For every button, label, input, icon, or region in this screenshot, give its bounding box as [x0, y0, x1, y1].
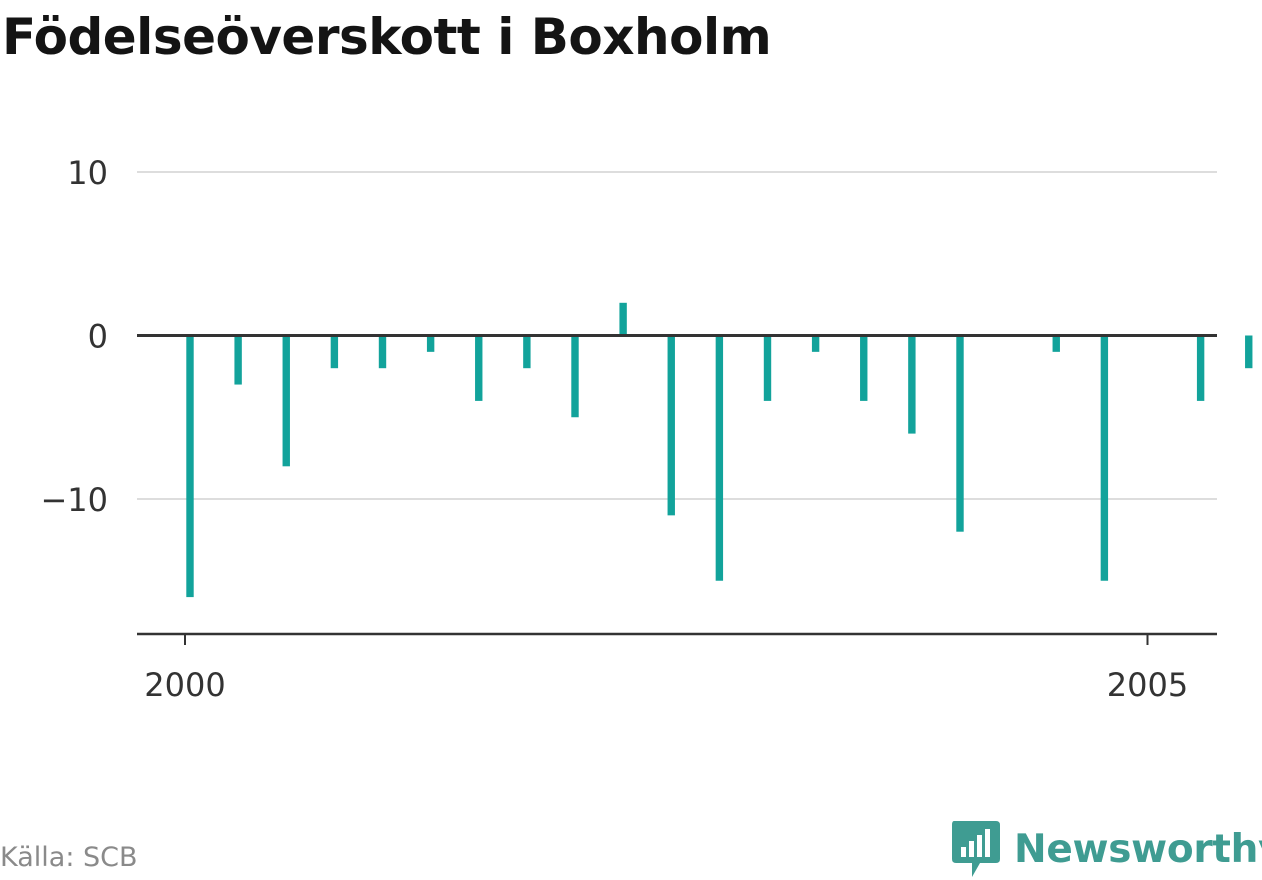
- bar: [1100, 335, 1109, 581]
- newsworthy-logo-icon: [952, 821, 1000, 877]
- x-tick-label: 2000: [144, 666, 225, 704]
- bar: [282, 335, 290, 467]
- bar: [956, 335, 964, 532]
- bar: [378, 335, 387, 369]
- bar: [1052, 335, 1060, 352]
- bar: [908, 335, 916, 434]
- bar: [571, 335, 579, 418]
- bar: [1196, 335, 1205, 401]
- newsworthy-logo: Newsworthy: [950, 818, 1262, 880]
- bar: [715, 335, 724, 581]
- x-axis: 200020052010201520202025: [137, 632, 1217, 704]
- y-tick-label: −10: [40, 481, 108, 519]
- bar: [475, 335, 483, 401]
- y-axis-ticks: −10 0 10: [40, 154, 108, 519]
- bar: [1245, 335, 1253, 369]
- bar: [523, 335, 531, 369]
- bar: [811, 335, 820, 352]
- bar: [763, 335, 772, 401]
- source-note: Källa: SCB: [0, 842, 138, 873]
- x-tick-label: 2005: [1107, 666, 1188, 704]
- newsworthy-logo-text: Newsworthy: [1014, 826, 1262, 872]
- bar: [186, 335, 194, 598]
- bar-series: [186, 302, 1253, 598]
- bar: [860, 335, 868, 401]
- bar: [234, 335, 242, 385]
- bar: [667, 335, 675, 516]
- chart-title: Födelseöverskott i Boxholm: [2, 8, 772, 66]
- gridlines: [137, 171, 1217, 500]
- bar: [619, 302, 627, 336]
- y-tick-label: 0: [88, 318, 108, 356]
- bar: [426, 335, 435, 352]
- bar: [330, 335, 339, 369]
- y-tick-label: 10: [67, 154, 108, 192]
